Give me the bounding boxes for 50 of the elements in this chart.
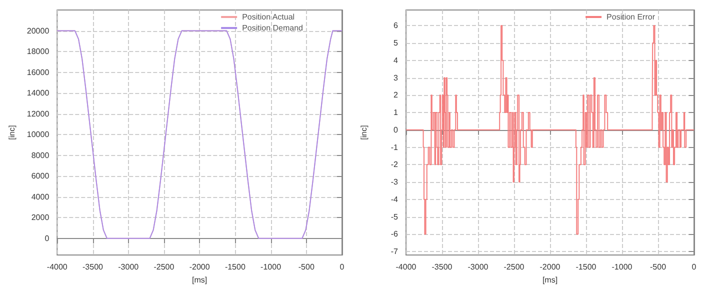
y-tick-label: 18000 [26,47,50,56]
x-tick-label: -500 [298,262,315,272]
legend-label: Position Actual [242,12,295,22]
y-tick-label: 12000 [26,109,50,118]
x-tick-label: -2500 [154,262,175,272]
x-axis-title: [ms] [542,275,558,284]
x-tick-label: -1000 [260,262,282,272]
x-tick-label: -4000 [396,262,417,272]
y-tick-label: 10000 [26,130,50,140]
y-tick-label: 1 [394,108,399,118]
y-tick-label: 16000 [26,68,50,77]
y-tick-label: 6 [394,21,399,30]
y-axis-title: [inc] [360,125,368,140]
y-tick-label: -7 [390,247,399,256]
y-tick-label: -2 [390,160,399,170]
y-tick-label: 4000 [31,192,50,202]
y-tick-label: 20000 [26,26,50,36]
legend-label: Position Demand [242,24,303,32]
x-tick-label: -3000 [118,262,140,272]
y-axis-title: [inc] [8,125,16,140]
x-axis-title: [ms] [192,275,208,284]
x-tick-label: -4000 [46,262,68,272]
y-tick-label: -5 [390,212,399,222]
x-tick-label: -3000 [468,262,489,272]
y-tick-label: -6 [390,230,399,239]
y-tick-label: 0 [394,125,399,134]
y-tick-label: 2 [394,90,399,100]
y-tick-label: -4 [390,194,399,204]
x-tick-label: -3500 [82,262,104,272]
x-tick-label: -3500 [432,262,453,272]
x-tick-label: -1500 [576,262,597,272]
y-tick-label: 14000 [26,88,50,98]
x-tick-label: -2000 [540,262,561,272]
y-tick-label: 5 [394,38,399,48]
y-tick-label: -3 [390,178,399,187]
x-tick-label: 0 [692,262,697,272]
y-tick-label: 8000 [31,150,50,160]
x-tick-label: -500 [650,262,667,272]
legend-label: Position Error [606,12,656,22]
y-tick-label: 2000 [31,213,50,222]
x-tick-label: 0 [340,262,345,272]
y-tick-label: -1 [390,142,399,152]
y-tick-label: 6000 [31,172,50,181]
y-tick-label: 0 [44,234,50,243]
x-tick-label: -2500 [504,262,525,272]
y-tick-label: 3 [394,73,399,82]
x-tick-label: -1000 [612,262,633,272]
x-tick-label: -1500 [224,262,246,272]
x-tick-label: -2000 [189,262,210,272]
y-tick-label: 4 [394,56,399,65]
